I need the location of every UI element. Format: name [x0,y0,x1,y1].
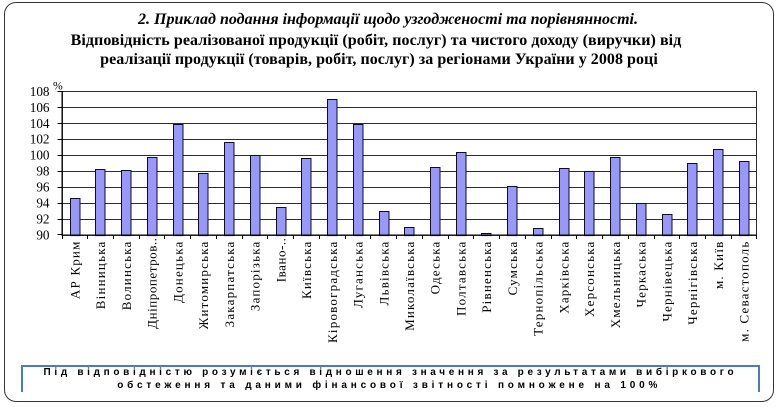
svg-text:АР Крим: АР Крим [67,241,82,300]
svg-text:94: 94 [36,196,50,211]
svg-text:Черкаська: Черкаська [634,241,649,308]
svg-text:108: 108 [30,84,50,99]
svg-text:Запорізька: Запорізька [248,241,263,312]
svg-text:Чернігівська: Чернігівська [685,241,700,325]
svg-text:100: 100 [30,148,50,163]
svg-text:Вінницька: Вінницька [93,241,108,310]
svg-text:Житомирська: Житомирська [196,241,211,330]
svg-text:Закарпатська: Закарпатська [222,241,237,328]
svg-text:Полтавська: Полтавська [453,241,468,316]
svg-text:Івано-..: Івано-.. [273,238,288,283]
svg-text:Сумська: Сумська [505,241,520,296]
svg-text:106: 106 [30,100,50,115]
svg-text:96: 96 [36,180,50,195]
svg-text:104: 104 [30,116,50,131]
svg-text:Херсонська: Херсонська [582,241,597,317]
svg-text:Хмельницька: Хмельницька [608,241,623,329]
svg-text:92: 92 [36,211,49,226]
svg-text:90: 90 [36,227,50,242]
svg-text:Донецька: Донецька [170,241,185,303]
svg-text:Луганська: Луганська [351,241,366,308]
svg-text:Одеська: Одеська [428,241,443,295]
svg-text:98: 98 [36,164,50,179]
svg-text:%: % [53,80,63,93]
svg-text:Львівська: Львівська [376,241,391,306]
svg-text:Київська: Київська [299,241,314,300]
svg-text:Тернопільська: Тернопільська [531,241,546,336]
svg-text:102: 102 [30,132,50,147]
svg-text:м. Київ: м. Київ [711,241,726,290]
svg-text:Чернівецька: Чернівецька [659,241,674,322]
svg-text:Волинська: Волинська [119,241,134,311]
svg-text:Рівненська: Рівненська [479,241,494,313]
svg-text:Миколаївська: Миколаївська [402,241,417,331]
svg-text:Харківська: Харківська [556,241,571,314]
svg-text:Дніпропетров..: Дніпропетров.. [145,238,160,329]
svg-text:м. Севастополь: м. Севастополь [737,241,752,342]
svg-text:Кіровоградська: Кіровоградська [325,241,340,343]
